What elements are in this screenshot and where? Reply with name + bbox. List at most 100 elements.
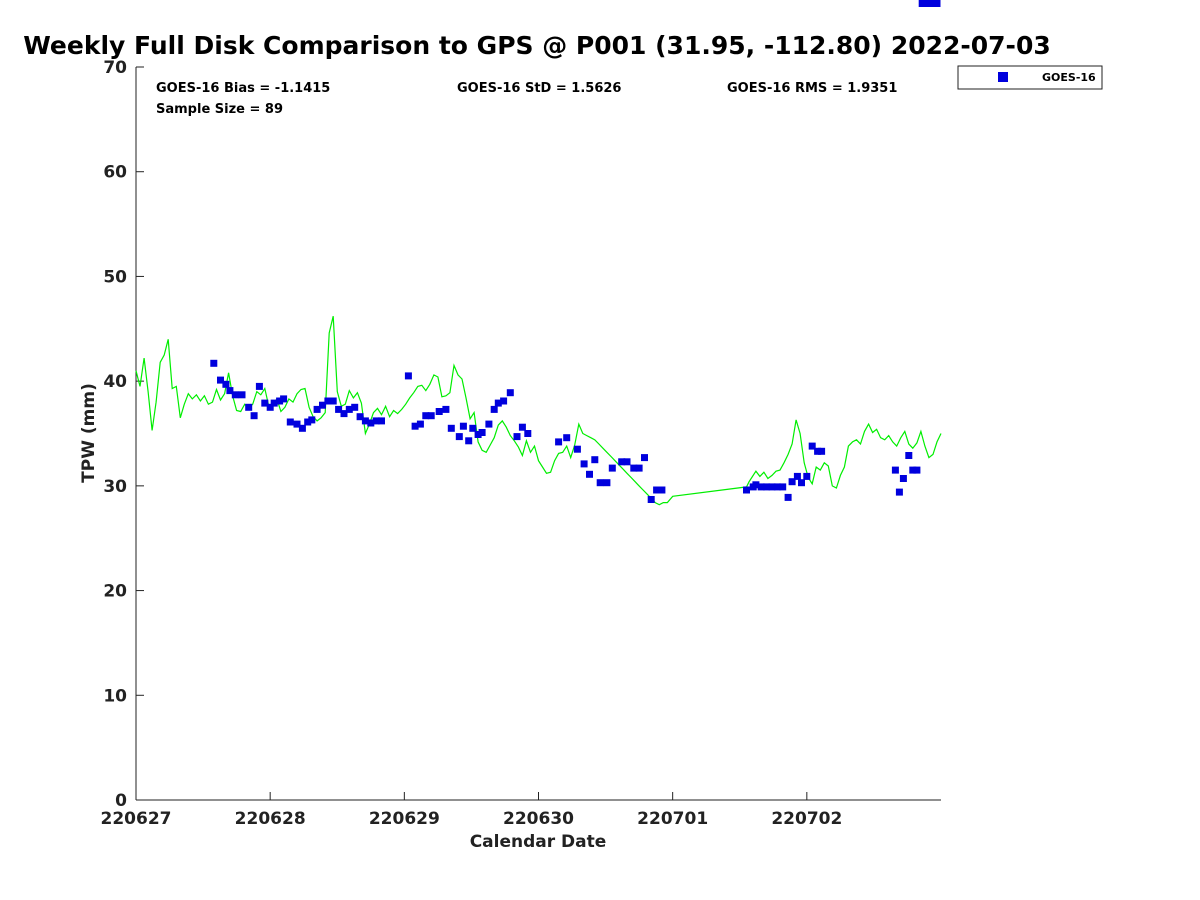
- goes16-point: [630, 464, 638, 472]
- goes16-point: [416, 420, 424, 428]
- goes16-point: [653, 486, 661, 494]
- goes16-point: [922, 0, 930, 7]
- goes16-point: [895, 488, 903, 496]
- x-tick-label: 220630: [503, 809, 574, 829]
- goes16-series: [210, 0, 941, 503]
- goes16-point: [658, 486, 666, 494]
- goes16-point: [555, 438, 563, 446]
- legend: GOES-16: [957, 65, 1103, 90]
- goes16-point: [909, 466, 917, 474]
- goes16-point: [308, 416, 316, 424]
- goes16-point: [494, 399, 502, 407]
- goes16-point: [808, 442, 816, 450]
- goes16-point: [298, 424, 306, 432]
- x-axis-label: Calendar Date: [470, 832, 607, 852]
- goes16-point: [803, 472, 811, 480]
- goes16-point: [798, 479, 805, 487]
- legend-box: [957, 65, 1103, 90]
- goes16-point: [465, 437, 473, 445]
- goes16-point: [905, 452, 913, 459]
- goes16-point: [231, 391, 239, 399]
- y-tick-label: 60: [103, 163, 127, 183]
- plot-background: [136, 67, 941, 800]
- goes16-point: [404, 372, 412, 380]
- goes16-point: [238, 391, 246, 399]
- goes16-point: [784, 493, 792, 501]
- goes16-point: [245, 403, 253, 411]
- goes16-point: [422, 412, 430, 420]
- goes16-point: [378, 417, 385, 425]
- x-tick-label: 220701: [637, 809, 708, 829]
- goes16-point: [752, 481, 760, 489]
- goes16-point: [773, 483, 781, 491]
- rms-stat: GOES-16 RMS = 1.9351: [727, 81, 897, 96]
- gps-line: [135, 316, 942, 506]
- goes16-point: [768, 483, 776, 491]
- y-tick-label: 20: [103, 582, 127, 602]
- goes16-point: [779, 483, 787, 491]
- bias-stat: GOES-16 Bias = -1.1415: [156, 81, 330, 96]
- goes16-point: [518, 423, 526, 431]
- goes16-point: [474, 431, 482, 438]
- goes16-point: [435, 408, 443, 415]
- y-tick-label: 50: [103, 267, 127, 287]
- goes16-point: [899, 475, 907, 482]
- goes16-point: [913, 466, 921, 474]
- legend-label-goes16: GOES-16: [1042, 71, 1096, 84]
- goes16-point: [345, 405, 353, 413]
- x-tick-label: 220629: [369, 809, 440, 829]
- goes16-point: [459, 422, 467, 430]
- goes16-point: [280, 395, 288, 403]
- goes16-point: [793, 472, 801, 480]
- y-tick-label: 40: [103, 372, 127, 392]
- goes16-point: [524, 430, 532, 437]
- sample-size-stat: Sample Size = 89: [156, 102, 283, 117]
- goes16-point: [608, 464, 616, 472]
- goes16-point: [641, 454, 648, 462]
- goes16-point: [411, 422, 419, 430]
- goes16-point: [351, 403, 359, 411]
- plot-area: 0 10 20 30 40 50 60 70 220627 220628 220629 220630…: [101, 0, 942, 829]
- goes16-point: [635, 464, 643, 472]
- y-axis-label: TPW (mm): [79, 383, 99, 483]
- goes16-point: [891, 466, 899, 474]
- goes16-point: [591, 456, 599, 464]
- goes16-point: [210, 359, 218, 367]
- goes16-point: [447, 424, 455, 432]
- chart-title: Weekly Full Disk Comparison to GPS @ P00…: [23, 31, 1050, 60]
- goes16-point: [763, 483, 771, 491]
- goes16-point: [573, 445, 581, 453]
- goes16-point: [586, 470, 593, 478]
- goes16-point: [286, 418, 294, 426]
- goes16-point: [485, 420, 493, 428]
- x-tick-label: 220627: [101, 809, 172, 829]
- goes16-point: [367, 419, 375, 427]
- goes16-point: [618, 458, 626, 466]
- goes16-point: [757, 483, 765, 491]
- goes16-point: [372, 417, 380, 425]
- goes16-point: [647, 496, 655, 503]
- goes16-point: [506, 389, 514, 397]
- goes16-point: [250, 412, 258, 420]
- goes16-point: [356, 413, 364, 421]
- y-tick-label: 30: [103, 477, 127, 497]
- goes16-point: [814, 447, 822, 455]
- goes16-point: [490, 405, 498, 413]
- goes16-point: [427, 412, 435, 420]
- y-ticks: 0 10 20 30 40 50 60 70: [103, 58, 144, 811]
- goes16-point: [255, 382, 263, 390]
- goes16-point: [261, 399, 269, 407]
- goes16-point: [276, 397, 284, 405]
- goes16-point: [818, 447, 826, 455]
- goes16-point: [304, 418, 312, 426]
- goes16-point: [266, 403, 274, 411]
- goes16-point: [226, 387, 234, 395]
- std-stat: GOES-16 StD = 1.5626: [457, 81, 621, 96]
- gps-series: [135, 316, 942, 506]
- x-tick-label: 220702: [771, 809, 842, 829]
- goes16-point: [563, 434, 571, 442]
- goes16-point: [455, 433, 463, 441]
- goes16-point: [933, 0, 941, 7]
- x-tick-label: 220628: [235, 809, 306, 829]
